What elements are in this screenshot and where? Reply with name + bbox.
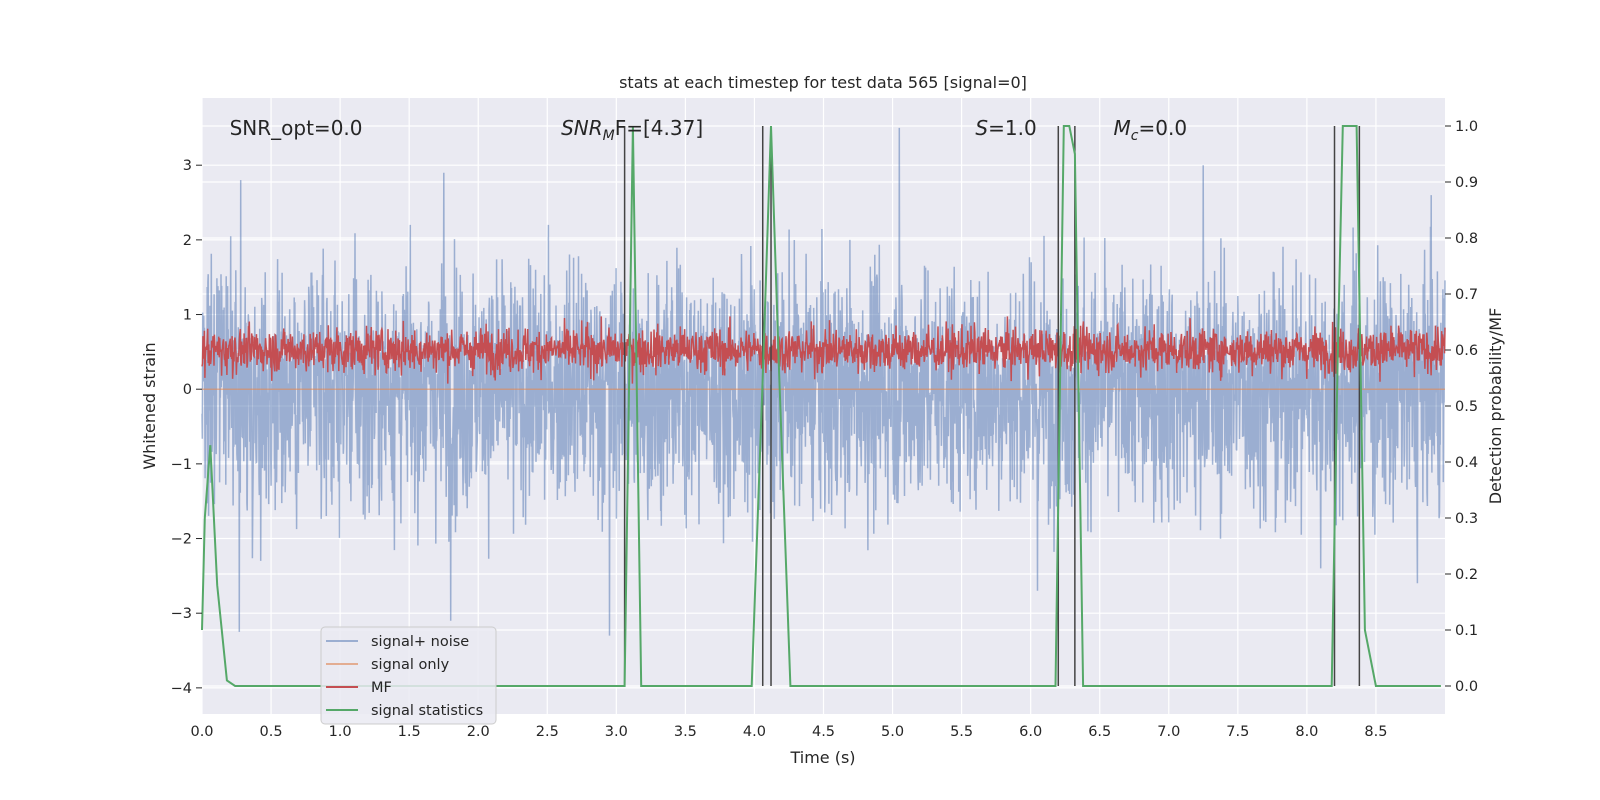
x-tick-label: 7.5 [1226, 724, 1249, 740]
y2-tick-label: 0.2 [1455, 567, 1478, 583]
y-tick-label: −1 [171, 457, 192, 473]
x-tick-label: 3.5 [674, 724, 697, 740]
x-tick-label: 4.5 [812, 724, 835, 740]
annotations: SNR_opt=0.0 SNRMF=[4.37] S=1.0 Mc=0.0 [230, 116, 1187, 144]
line-mf [201, 316, 1446, 384]
y2-tick-label: 0.1 [1455, 623, 1478, 639]
series-mf [201, 316, 1446, 384]
y-tick-label: −2 [171, 532, 192, 548]
series-signal-statistics [201, 125, 1441, 687]
y2-tick-labels: 1.0 0.9 0.8 0.7 0.6 0.5 0.4 0.3 0.2 0.1 0.0 [1445, 119, 1478, 695]
x-tick-label: 7.0 [1157, 724, 1180, 740]
annotation-3: Mc=0.0 [1114, 116, 1188, 144]
x-tick-label: 6.0 [1019, 724, 1042, 740]
vertical-lines [623, 126, 1361, 686]
x-tick-label: 0.5 [260, 724, 283, 740]
y2-tick-label: 1.0 [1455, 119, 1478, 135]
y2-tick-label: 0.8 [1455, 231, 1478, 247]
annotation-2: S=1.0 [975, 116, 1036, 140]
legend-label: signal statistics [371, 703, 483, 719]
line-signal-statistics [201, 125, 1441, 687]
annotation-0: SNR_opt=0.0 [230, 116, 363, 140]
y2-tick-label: 0.6 [1455, 343, 1478, 359]
x-tick-label: 6.5 [1088, 724, 1111, 740]
y-tick-label: 3 [183, 158, 192, 174]
x-tick-label: 5.0 [881, 724, 904, 740]
legend-box [320, 626, 497, 725]
annotation-1: SNRMF=[4.37] [561, 116, 703, 144]
x-tick-label: 8.0 [1295, 724, 1318, 740]
x-tick-label: 8.5 [1364, 724, 1387, 740]
chart-title: stats at each timestep for test data 565… [619, 73, 1027, 92]
x-tick-label: 3.0 [605, 724, 628, 740]
legend-label: signal only [371, 657, 450, 673]
y-tick-label: −4 [171, 681, 192, 697]
y2-tick-label: 0.3 [1455, 511, 1478, 527]
legend-label: MF [371, 680, 392, 696]
y2-tick-label: 0.4 [1455, 455, 1478, 471]
x-axis-label: Time (s) [789, 748, 855, 767]
y-tick-label: 2 [183, 233, 192, 249]
y2-tick-label: 0.0 [1455, 679, 1478, 695]
y-tick-label: 1 [183, 308, 192, 324]
y2-tick-label: 0.9 [1455, 175, 1478, 191]
y-tick-label: 0 [183, 382, 192, 398]
legend: signal+ noise signal only MF signal statist… [320, 626, 497, 725]
x-tick-label: 1.0 [329, 724, 352, 740]
x-tick-label: 4.0 [743, 724, 766, 740]
x-tick-labels: 0.0 0.5 1.0 1.5 2.0 2.5 3.0 3.5 4.0 4.5 5.0 5.5 6.0 6… [190, 724, 1387, 740]
x-tick-label: 1.5 [398, 724, 421, 740]
legend-label: signal+ noise [371, 634, 469, 650]
y2-axis-label: Detection probability/MF [1486, 308, 1505, 505]
y-tick-label: −3 [171, 606, 192, 622]
x-tick-label: 0.0 [190, 724, 213, 740]
y-axis-label: Whitened strain [140, 342, 159, 469]
y2-tick-label: 0.7 [1455, 287, 1478, 303]
x-tick-label: 5.5 [950, 724, 973, 740]
y2-tick-label: 0.5 [1455, 399, 1478, 415]
x-tick-label: 2.0 [467, 724, 490, 740]
x-tick-label: 2.5 [536, 724, 559, 740]
y-tick-labels: 3 2 1 0 −1 −2 −3 −4 [171, 158, 202, 697]
